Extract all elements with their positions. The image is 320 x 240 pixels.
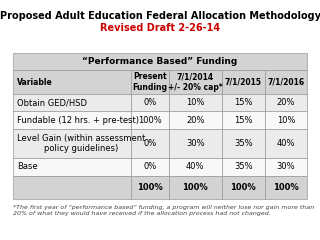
Bar xyxy=(222,176,265,199)
Bar xyxy=(169,70,222,94)
Text: 100%: 100% xyxy=(138,116,162,125)
Bar xyxy=(222,70,265,94)
Bar xyxy=(13,111,131,129)
Text: 10%: 10% xyxy=(276,116,295,125)
Bar xyxy=(265,129,307,158)
Bar xyxy=(169,158,222,176)
Bar xyxy=(222,129,265,158)
Text: 40%: 40% xyxy=(186,162,204,172)
Bar xyxy=(265,176,307,199)
Text: Level Gain (within assessment
policy guidelines): Level Gain (within assessment policy gui… xyxy=(17,134,145,153)
Text: Revised Draft 2-26-14: Revised Draft 2-26-14 xyxy=(100,23,220,33)
Text: 100%: 100% xyxy=(182,183,208,192)
Text: 35%: 35% xyxy=(234,162,252,172)
Bar xyxy=(131,70,169,94)
Text: 10%: 10% xyxy=(186,98,204,107)
Bar xyxy=(131,111,169,129)
Bar xyxy=(265,158,307,176)
Bar xyxy=(265,94,307,111)
Text: 30%: 30% xyxy=(276,162,295,172)
Bar xyxy=(169,111,222,129)
Text: Obtain GED/HSD: Obtain GED/HSD xyxy=(17,98,87,107)
Bar xyxy=(265,70,307,94)
Text: 100%: 100% xyxy=(137,183,163,192)
Bar xyxy=(131,94,169,111)
Text: 20%: 20% xyxy=(276,98,295,107)
Text: 7/1/2016: 7/1/2016 xyxy=(267,78,304,87)
Text: 40%: 40% xyxy=(276,139,295,148)
Bar xyxy=(13,176,131,199)
Text: Variable: Variable xyxy=(17,78,52,87)
Text: 0%: 0% xyxy=(143,162,156,172)
Bar xyxy=(169,129,222,158)
Bar xyxy=(13,70,131,94)
Text: 100%: 100% xyxy=(273,183,299,192)
Text: Fundable (12 hrs. + pre-test): Fundable (12 hrs. + pre-test) xyxy=(17,116,139,125)
Text: 0%: 0% xyxy=(143,139,156,148)
Bar xyxy=(131,158,169,176)
Text: Base: Base xyxy=(17,162,37,172)
Text: Present
Funding: Present Funding xyxy=(132,72,167,92)
Bar xyxy=(169,94,222,111)
Text: Proposed Adult Education Federal Allocation Methodology: Proposed Adult Education Federal Allocat… xyxy=(0,11,320,21)
Bar xyxy=(13,129,131,158)
Text: 7/1/2015: 7/1/2015 xyxy=(225,78,262,87)
Bar xyxy=(13,53,307,70)
Bar xyxy=(222,111,265,129)
Bar xyxy=(222,158,265,176)
Bar xyxy=(222,94,265,111)
Bar xyxy=(131,129,169,158)
Text: 35%: 35% xyxy=(234,139,252,148)
Bar xyxy=(13,158,131,176)
Text: 7/1/2014
+/- 20% cap*: 7/1/2014 +/- 20% cap* xyxy=(168,72,223,92)
Bar xyxy=(169,176,222,199)
Text: 100%: 100% xyxy=(230,183,256,192)
Text: “Performance Based” Funding: “Performance Based” Funding xyxy=(82,57,238,66)
Text: 15%: 15% xyxy=(234,116,252,125)
Text: *The first year of “performance based” funding, a program will neither lose nor : *The first year of “performance based” f… xyxy=(13,205,314,216)
Text: 15%: 15% xyxy=(234,98,252,107)
Bar xyxy=(13,94,131,111)
Bar xyxy=(131,176,169,199)
Text: 30%: 30% xyxy=(186,139,205,148)
Text: 0%: 0% xyxy=(143,98,156,107)
Bar xyxy=(265,111,307,129)
Text: 20%: 20% xyxy=(186,116,204,125)
